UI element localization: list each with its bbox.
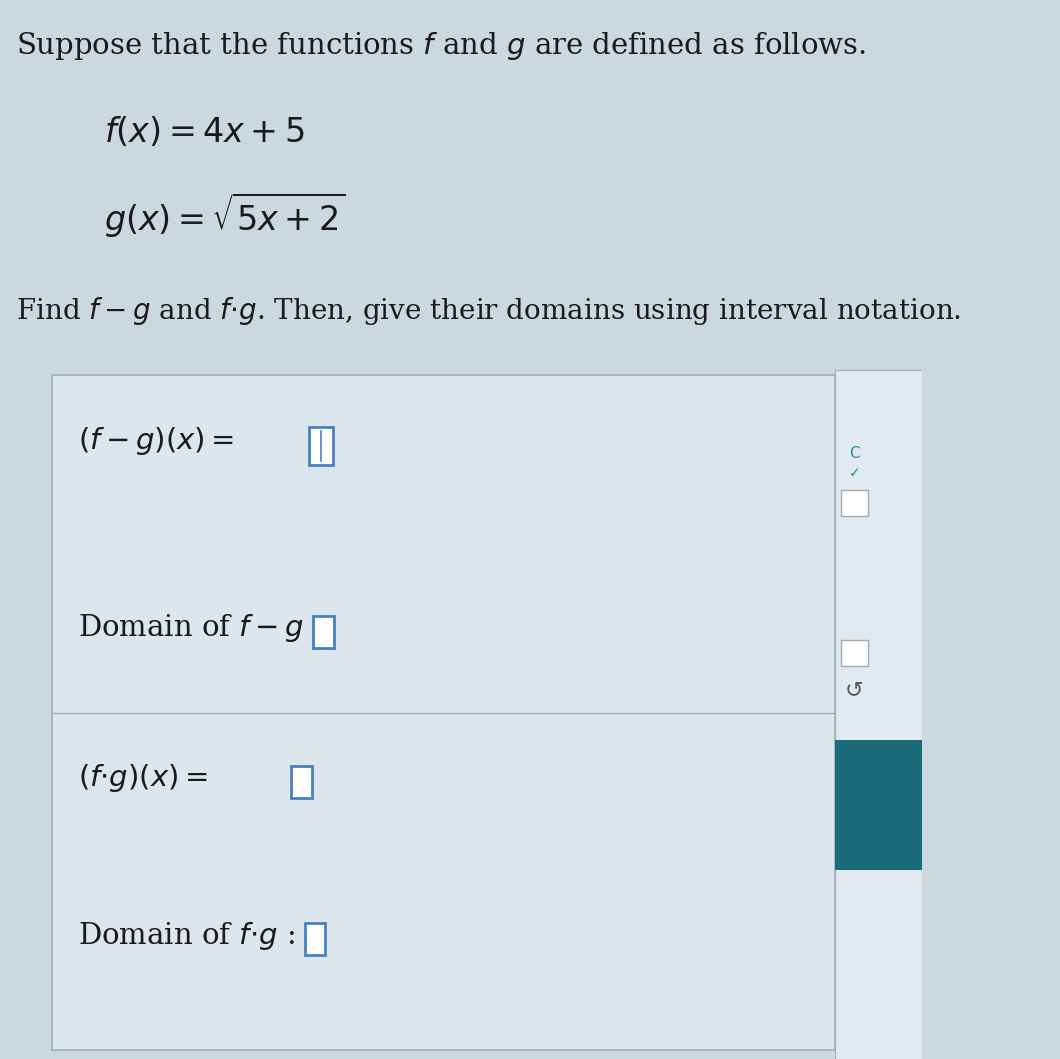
Bar [835,370,922,1059]
Text: ✓: ✓ [849,466,861,480]
Text: ↺: ↺ [845,680,864,700]
Text: $(f-g)(x) =$: $(f-g)(x) =$ [78,425,234,457]
Bar [52,375,835,1051]
Bar [304,923,325,955]
Bar [314,615,334,647]
Text: $f(x) = 4x+5$: $f(x) = 4x+5$ [105,115,305,149]
Bar [841,490,868,516]
Text: Domain of $f{\cdot}g$ :: Domain of $f{\cdot}g$ : [78,920,295,952]
Text: $g(x) = \sqrt{5x+2}$: $g(x) = \sqrt{5x+2}$ [105,190,346,239]
Text: Domain of $f-g$ :: Domain of $f-g$ : [78,612,321,645]
Bar [841,640,868,666]
Bar [292,766,313,797]
Text: Suppose that the functions $f$ and $g$ are defined as follows.: Suppose that the functions $f$ and $g$ a… [16,30,866,62]
Bar [308,427,333,465]
Bar [835,740,922,870]
Text: $(f{\cdot}g)(x) =$: $(f{\cdot}g)(x) =$ [78,762,208,794]
Text: Find $f-g$ and $f{\cdot}g$. Then, give their domains using interval notation.: Find $f-g$ and $f{\cdot}g$. Then, give t… [16,295,960,327]
Text: C: C [849,446,860,461]
